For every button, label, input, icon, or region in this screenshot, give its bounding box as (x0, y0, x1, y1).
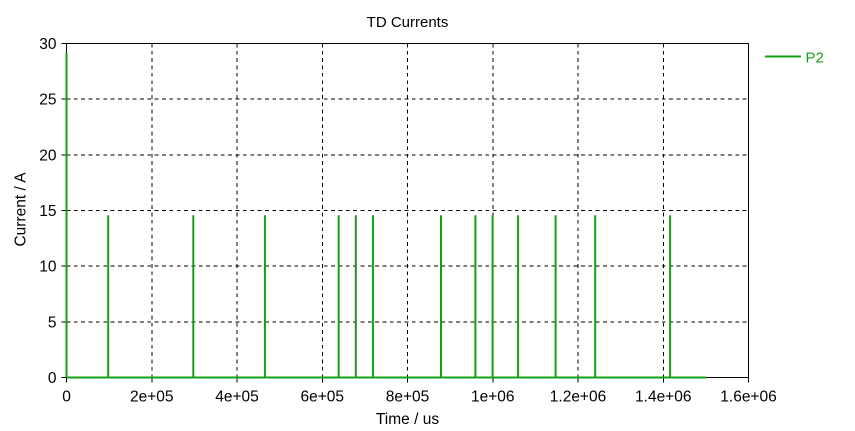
svg-text:1.4e+06: 1.4e+06 (635, 389, 691, 406)
svg-text:8e+05: 8e+05 (386, 389, 430, 406)
svg-text:P2: P2 (806, 50, 824, 67)
svg-text:1.2e+06: 1.2e+06 (550, 389, 606, 406)
svg-text:10: 10 (39, 259, 57, 276)
svg-text:5: 5 (48, 314, 57, 331)
svg-text:Current / A: Current / A (13, 172, 30, 247)
svg-text:30: 30 (39, 36, 57, 53)
svg-text:6e+05: 6e+05 (300, 389, 344, 406)
svg-text:25: 25 (39, 92, 56, 109)
svg-text:TD Currents: TD Currents (367, 14, 449, 31)
svg-text:Time / us: Time / us (376, 411, 439, 428)
svg-text:20: 20 (39, 147, 57, 164)
svg-text:1.6e+06: 1.6e+06 (720, 389, 776, 406)
svg-text:15: 15 (39, 203, 56, 220)
svg-text:0: 0 (62, 389, 71, 406)
svg-text:2e+05: 2e+05 (130, 389, 174, 406)
svg-text:4e+05: 4e+05 (215, 389, 259, 406)
svg-text:0: 0 (48, 370, 57, 387)
svg-text:1e+06: 1e+06 (471, 389, 515, 406)
